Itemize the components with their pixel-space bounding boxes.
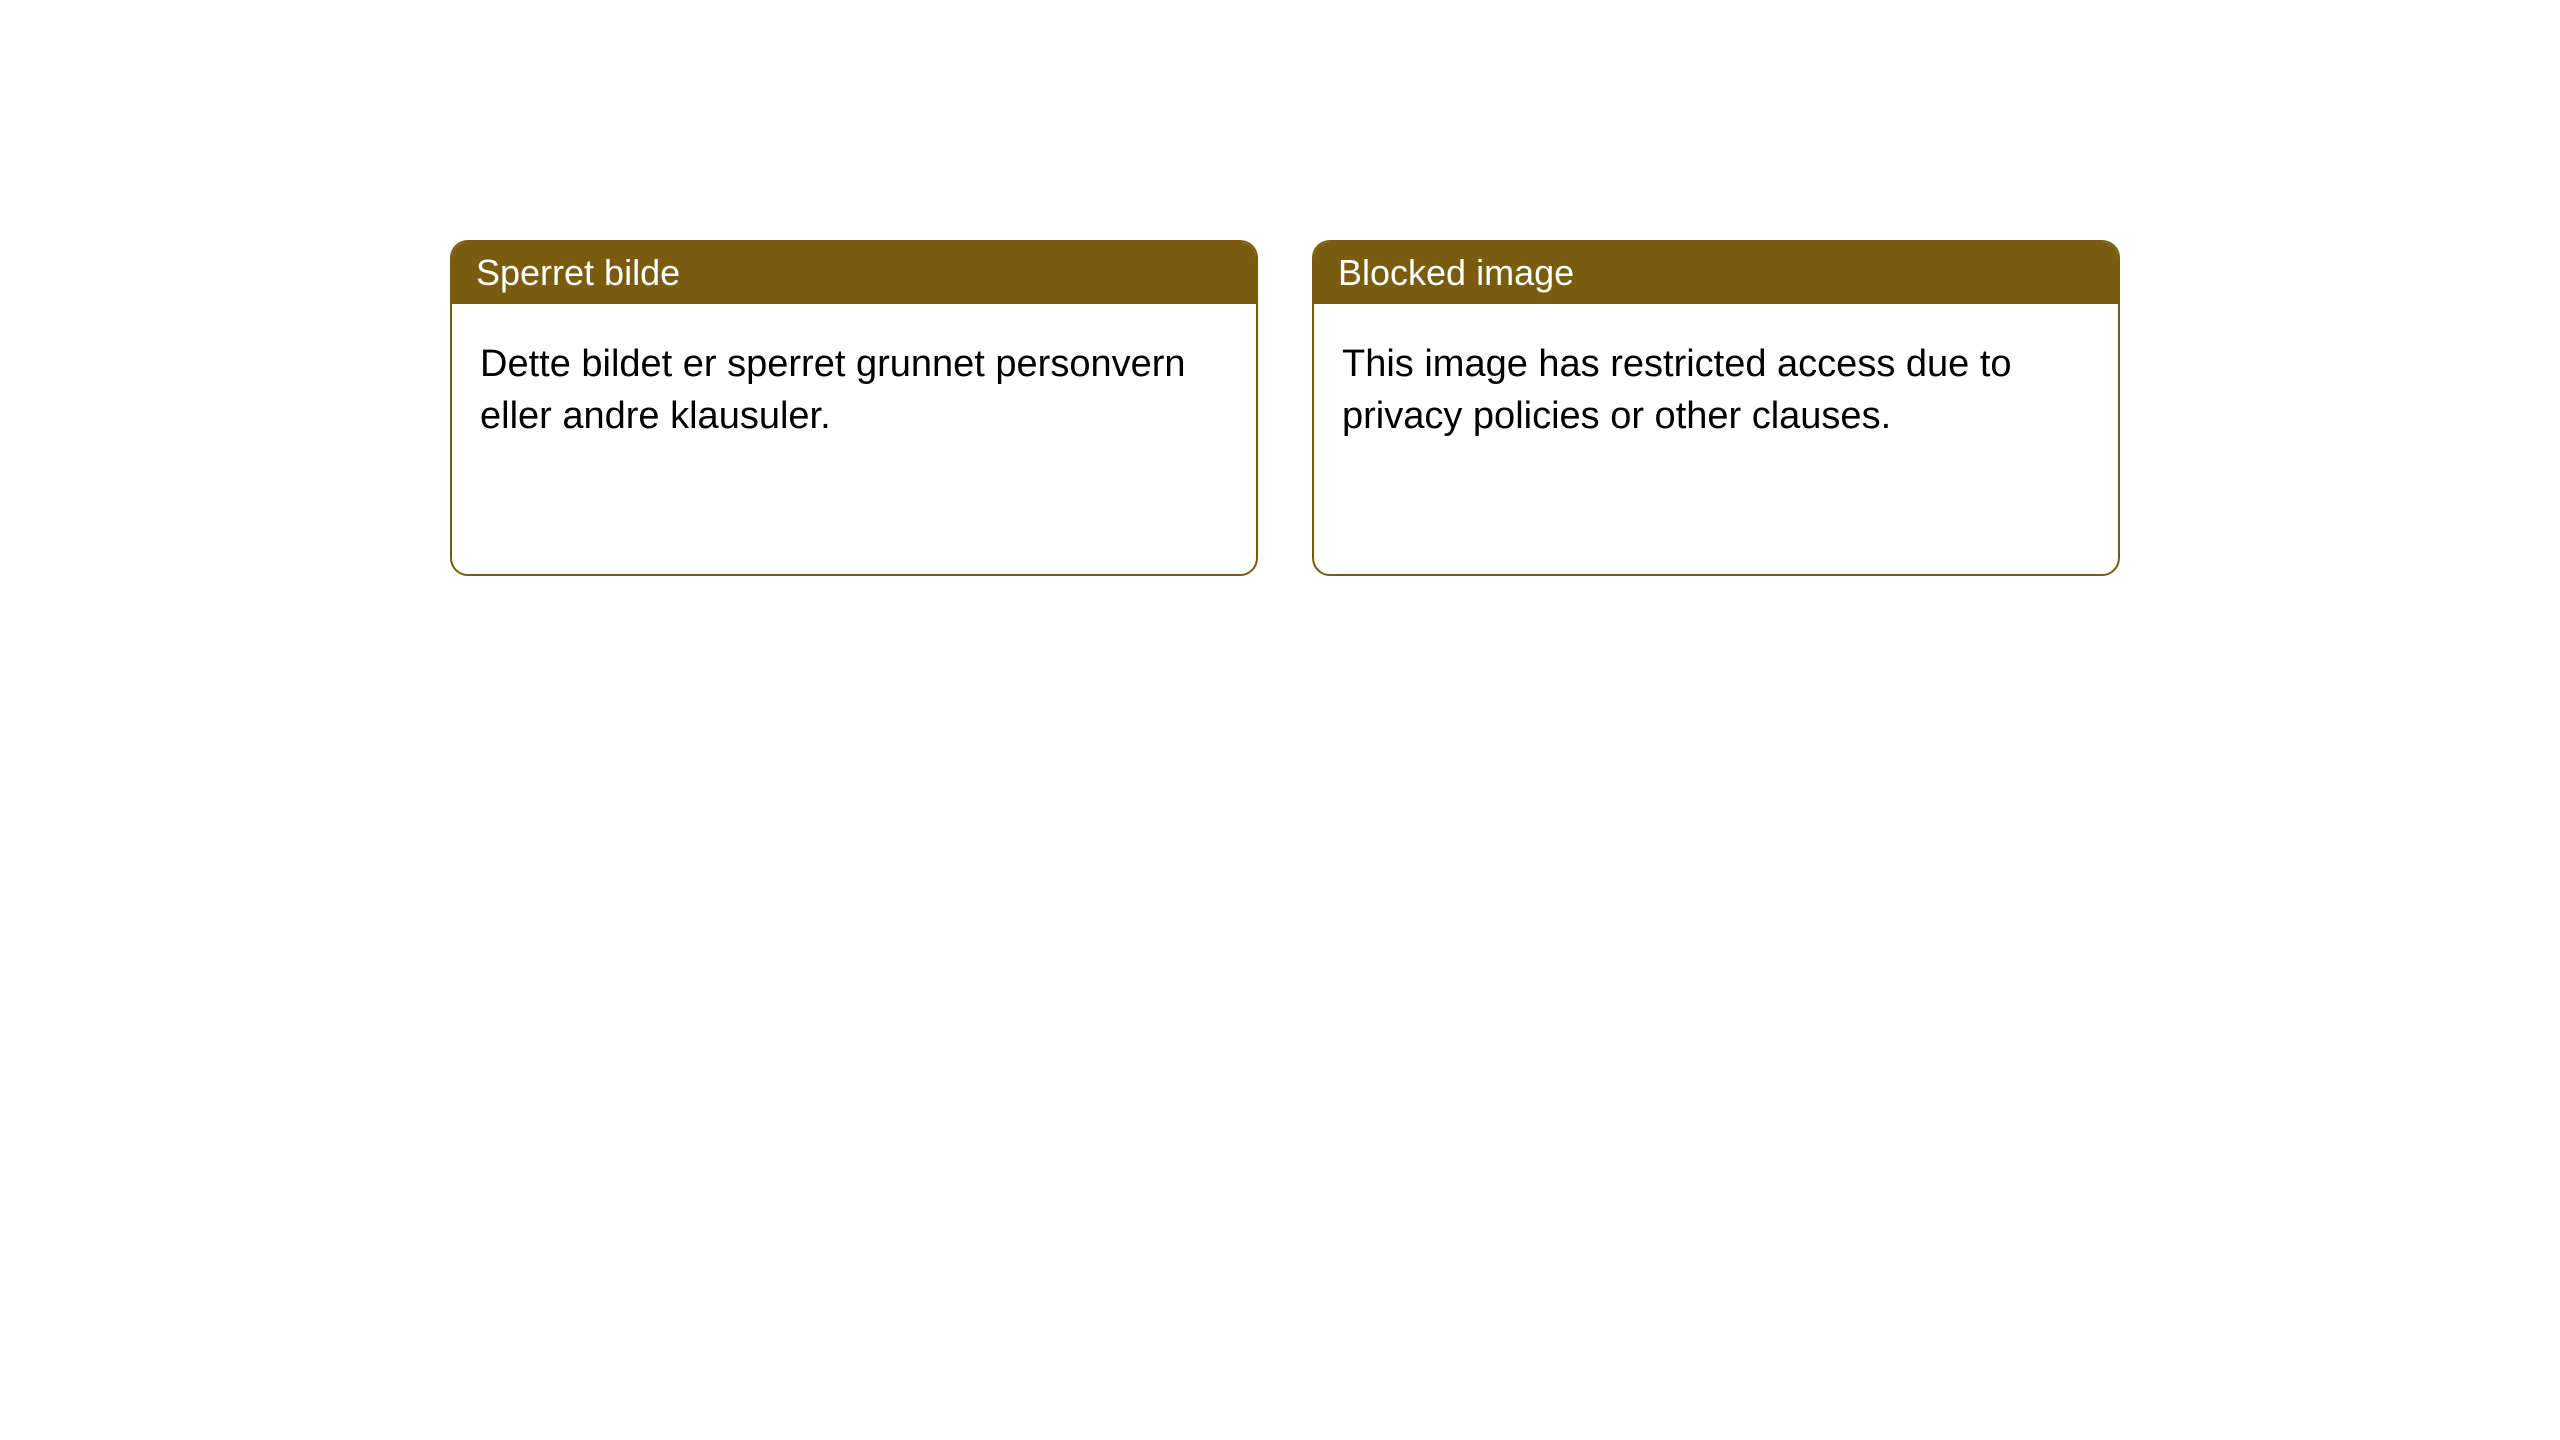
notice-header-en: Blocked image [1314, 242, 2118, 304]
notice-body-en: This image has restricted access due to … [1314, 304, 2118, 477]
notice-body-no: Dette bildet er sperret grunnet personve… [452, 304, 1256, 477]
notice-container: Sperret bilde Dette bildet er sperret gr… [450, 240, 2120, 576]
notice-card-no: Sperret bilde Dette bildet er sperret gr… [450, 240, 1258, 576]
notice-card-en: Blocked image This image has restricted … [1312, 240, 2120, 576]
notice-header-no: Sperret bilde [452, 242, 1256, 304]
